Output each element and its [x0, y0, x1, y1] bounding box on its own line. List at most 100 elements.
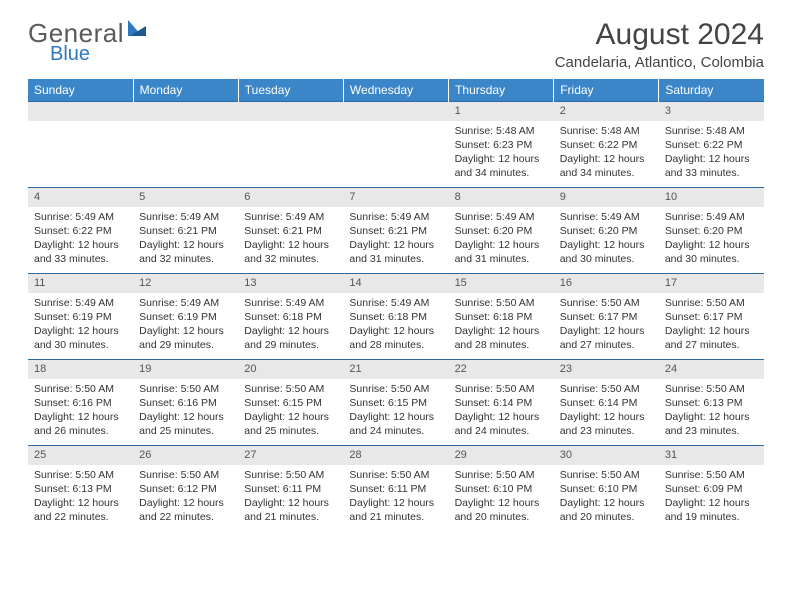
calendar-week: 11Sunrise: 5:49 AMSunset: 6:19 PMDayligh…	[28, 274, 764, 360]
day-line: Sunrise: 5:50 AM	[455, 468, 548, 482]
day-line: and 32 minutes.	[244, 252, 337, 266]
day-number: 4	[28, 188, 133, 207]
day-header: Friday	[554, 79, 659, 102]
day-number: 2	[554, 102, 659, 121]
calendar-day: 21Sunrise: 5:50 AMSunset: 6:15 PMDayligh…	[343, 360, 448, 446]
day-content: Sunrise: 5:49 AMSunset: 6:21 PMDaylight:…	[133, 207, 238, 271]
day-line: and 22 minutes.	[34, 510, 127, 524]
calendar-day: 2Sunrise: 5:48 AMSunset: 6:22 PMDaylight…	[554, 102, 659, 188]
day-line: Sunrise: 5:50 AM	[244, 468, 337, 482]
day-number: 18	[28, 360, 133, 379]
calendar-day: 24Sunrise: 5:50 AMSunset: 6:13 PMDayligh…	[659, 360, 764, 446]
calendar-day: 1Sunrise: 5:48 AMSunset: 6:23 PMDaylight…	[449, 102, 554, 188]
day-line: Sunset: 6:21 PM	[244, 224, 337, 238]
day-line: Daylight: 12 hours	[34, 324, 127, 338]
day-header: Tuesday	[238, 79, 343, 102]
day-line: and 34 minutes.	[455, 166, 548, 180]
day-line: Sunset: 6:18 PM	[455, 310, 548, 324]
day-line: and 21 minutes.	[244, 510, 337, 524]
day-line: Sunrise: 5:49 AM	[665, 210, 758, 224]
day-line: and 29 minutes.	[244, 338, 337, 352]
day-content: Sunrise: 5:48 AMSunset: 6:22 PMDaylight:…	[659, 121, 764, 185]
day-content: Sunrise: 5:49 AMSunset: 6:19 PMDaylight:…	[133, 293, 238, 357]
day-line: Daylight: 12 hours	[244, 410, 337, 424]
calendar-day: 22Sunrise: 5:50 AMSunset: 6:14 PMDayligh…	[449, 360, 554, 446]
calendar-day: 3Sunrise: 5:48 AMSunset: 6:22 PMDaylight…	[659, 102, 764, 188]
calendar-day: 18Sunrise: 5:50 AMSunset: 6:16 PMDayligh…	[28, 360, 133, 446]
day-line: Sunset: 6:14 PM	[560, 396, 653, 410]
day-line: and 33 minutes.	[665, 166, 758, 180]
day-line: Sunrise: 5:49 AM	[349, 210, 442, 224]
day-content: Sunrise: 5:50 AMSunset: 6:16 PMDaylight:…	[133, 379, 238, 443]
calendar-day: 16Sunrise: 5:50 AMSunset: 6:17 PMDayligh…	[554, 274, 659, 360]
logo-sail-icon	[126, 18, 148, 45]
day-number: 28	[343, 446, 448, 465]
day-line: Sunset: 6:11 PM	[244, 482, 337, 496]
day-line: Sunset: 6:17 PM	[560, 310, 653, 324]
day-line: Sunrise: 5:50 AM	[34, 382, 127, 396]
calendar-day: 14Sunrise: 5:49 AMSunset: 6:18 PMDayligh…	[343, 274, 448, 360]
day-header: Saturday	[659, 79, 764, 102]
day-line: Sunset: 6:17 PM	[665, 310, 758, 324]
day-line: Daylight: 12 hours	[34, 410, 127, 424]
calendar-day: 7Sunrise: 5:49 AMSunset: 6:21 PMDaylight…	[343, 188, 448, 274]
day-content: Sunrise: 5:49 AMSunset: 6:21 PMDaylight:…	[343, 207, 448, 271]
day-line: and 25 minutes.	[244, 424, 337, 438]
calendar-day	[28, 102, 133, 188]
day-line: and 29 minutes.	[139, 338, 232, 352]
day-line: and 30 minutes.	[665, 252, 758, 266]
day-content: Sunrise: 5:50 AMSunset: 6:13 PMDaylight:…	[28, 465, 133, 529]
day-line: Sunrise: 5:50 AM	[34, 468, 127, 482]
day-number: 20	[238, 360, 343, 379]
day-line: and 27 minutes.	[665, 338, 758, 352]
day-line: Sunrise: 5:50 AM	[665, 468, 758, 482]
calendar-body: 1Sunrise: 5:48 AMSunset: 6:23 PMDaylight…	[28, 102, 764, 532]
day-line: Sunset: 6:13 PM	[665, 396, 758, 410]
day-line: Daylight: 12 hours	[139, 324, 232, 338]
calendar-week: 1Sunrise: 5:48 AMSunset: 6:23 PMDaylight…	[28, 102, 764, 188]
day-header: Monday	[133, 79, 238, 102]
day-line: Sunrise: 5:50 AM	[560, 296, 653, 310]
calendar-day: 19Sunrise: 5:50 AMSunset: 6:16 PMDayligh…	[133, 360, 238, 446]
day-line: Sunrise: 5:50 AM	[349, 468, 442, 482]
day-line: Daylight: 12 hours	[349, 324, 442, 338]
calendar-day: 17Sunrise: 5:50 AMSunset: 6:17 PMDayligh…	[659, 274, 764, 360]
day-line: and 30 minutes.	[34, 338, 127, 352]
day-line: Daylight: 12 hours	[665, 324, 758, 338]
day-line: Sunrise: 5:49 AM	[34, 296, 127, 310]
day-content: Sunrise: 5:49 AMSunset: 6:19 PMDaylight:…	[28, 293, 133, 357]
day-content: Sunrise: 5:50 AMSunset: 6:15 PMDaylight:…	[238, 379, 343, 443]
day-line: Sunset: 6:20 PM	[455, 224, 548, 238]
day-line: Daylight: 12 hours	[560, 238, 653, 252]
day-line: Daylight: 12 hours	[665, 410, 758, 424]
day-line: Sunrise: 5:50 AM	[139, 468, 232, 482]
day-line: and 33 minutes.	[34, 252, 127, 266]
day-line: Daylight: 12 hours	[139, 410, 232, 424]
calendar-day: 23Sunrise: 5:50 AMSunset: 6:14 PMDayligh…	[554, 360, 659, 446]
day-line: Sunset: 6:16 PM	[139, 396, 232, 410]
day-line: Sunrise: 5:50 AM	[665, 382, 758, 396]
day-line: Sunset: 6:12 PM	[139, 482, 232, 496]
day-content	[238, 121, 343, 128]
day-line: and 31 minutes.	[349, 252, 442, 266]
day-line: and 22 minutes.	[139, 510, 232, 524]
day-content: Sunrise: 5:50 AMSunset: 6:10 PMDaylight:…	[554, 465, 659, 529]
day-line: Daylight: 12 hours	[560, 496, 653, 510]
day-line: Daylight: 12 hours	[455, 324, 548, 338]
day-line: Sunset: 6:22 PM	[665, 138, 758, 152]
calendar-day: 15Sunrise: 5:50 AMSunset: 6:18 PMDayligh…	[449, 274, 554, 360]
day-line: Sunset: 6:19 PM	[139, 310, 232, 324]
day-line: and 25 minutes.	[139, 424, 232, 438]
day-content: Sunrise: 5:50 AMSunset: 6:09 PMDaylight:…	[659, 465, 764, 529]
day-number: 16	[554, 274, 659, 293]
day-line: and 28 minutes.	[349, 338, 442, 352]
day-number: 10	[659, 188, 764, 207]
title-block: August 2024 Candelaria, Atlantico, Colom…	[555, 18, 764, 71]
day-line: Sunset: 6:18 PM	[349, 310, 442, 324]
day-line: Sunset: 6:22 PM	[34, 224, 127, 238]
day-header-row: SundayMondayTuesdayWednesdayThursdayFrid…	[28, 79, 764, 102]
calendar-day: 4Sunrise: 5:49 AMSunset: 6:22 PMDaylight…	[28, 188, 133, 274]
month-title: August 2024	[555, 18, 764, 52]
day-line: and 26 minutes.	[34, 424, 127, 438]
day-line: Sunrise: 5:49 AM	[349, 296, 442, 310]
